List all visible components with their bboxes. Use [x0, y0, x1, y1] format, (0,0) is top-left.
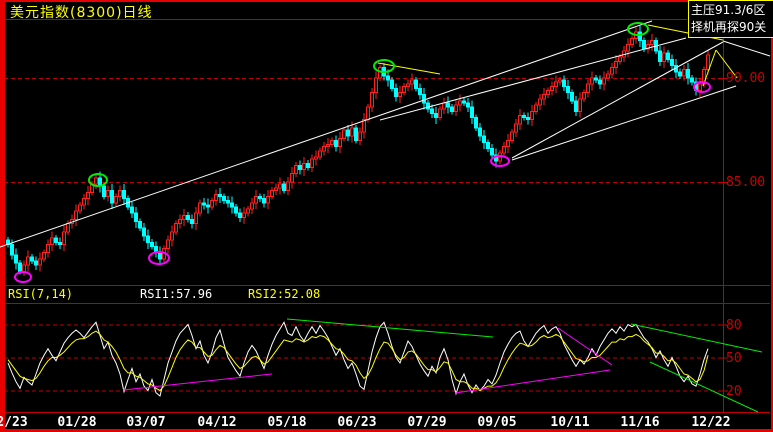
date-label: 09/05	[477, 415, 517, 430]
chart-title: 美元指数(8300)日线	[10, 5, 153, 21]
annotation-line-2: 择机再探90关	[691, 20, 767, 34]
date-label: 04/12	[197, 415, 237, 430]
price-axis-label: 90.00	[726, 71, 766, 86]
date-label: 10/11	[550, 415, 590, 430]
rsi-axis-label: 50	[726, 350, 742, 366]
date-label: 11/16	[620, 415, 660, 430]
date-label: 07/29	[407, 415, 447, 430]
rsi-axis-label: 20	[726, 383, 742, 399]
date-label: 12/22	[691, 415, 731, 430]
date-label: 05/18	[267, 415, 307, 430]
rsi1-value-label: RSI1:57.96	[140, 287, 213, 301]
date-label: 2/23	[0, 415, 28, 430]
annotation-box: 主压91.3/6区 择机再探90关	[688, 0, 773, 38]
rsi2-value-label: RSI2:52.08	[248, 287, 321, 301]
indicator-name-label[interactable]: RSI(7,14)	[8, 287, 74, 301]
date-label: 01/28	[57, 415, 97, 430]
price-axis-label: 85.00	[726, 175, 766, 190]
date-label: 06/23	[337, 415, 377, 430]
rsi-axis-label: 80	[726, 317, 742, 333]
annotation-line-1: 主压91.3/6区	[691, 3, 766, 17]
date-label: 03/07	[126, 415, 166, 430]
